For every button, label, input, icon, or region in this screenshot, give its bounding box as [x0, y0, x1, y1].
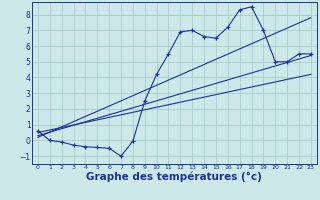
X-axis label: Graphe des températures (°c): Graphe des températures (°c) [86, 172, 262, 182]
